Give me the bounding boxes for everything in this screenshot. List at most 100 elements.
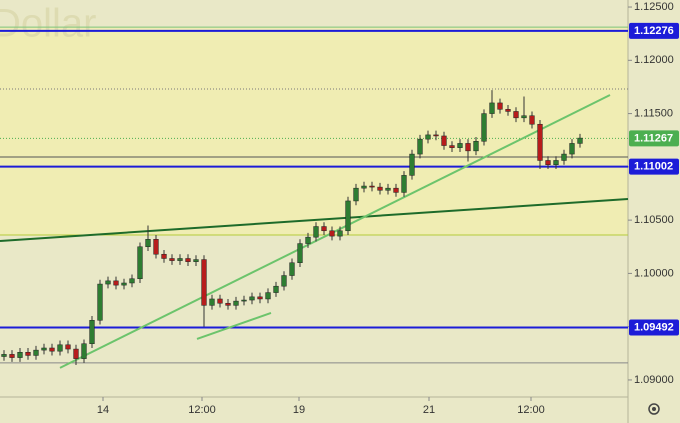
candle-body: [177, 258, 183, 261]
candle-body: [537, 123, 543, 161]
candle-body: [153, 239, 159, 255]
candle-body: [121, 282, 127, 286]
candle-body: [409, 153, 415, 176]
trend-line: [196, 311, 272, 340]
candle-body: [9, 354, 15, 358]
candle-body: [217, 298, 223, 304]
y-tick-label: 1.09000: [634, 374, 674, 386]
candle-body: [249, 296, 255, 301]
candle-body: [449, 145, 455, 148]
level-label: 1.11267: [634, 132, 673, 144]
candle-body: [289, 262, 295, 276]
candle-body: [473, 141, 479, 152]
candle-body: [25, 351, 31, 356]
candle-body: [57, 344, 63, 352]
candle-body: [17, 351, 23, 358]
candle-body: [505, 109, 511, 112]
candle-body: [433, 134, 439, 137]
candle-body: [41, 347, 47, 351]
candle-body: [209, 298, 215, 306]
candle-body: [313, 226, 319, 238]
level-label-box: [629, 130, 679, 147]
candle-body: [129, 278, 135, 284]
x-tick-label: 12:00: [517, 404, 545, 416]
level-label-box: [629, 158, 679, 175]
x-tick-label: 21: [423, 404, 435, 416]
candle-body: [465, 143, 471, 152]
x-tick-label: 19: [293, 404, 305, 416]
candle-body: [89, 320, 95, 344]
candle-body: [329, 230, 335, 237]
settings-icon[interactable]: [648, 403, 660, 415]
gear-center[interactable]: [652, 407, 656, 411]
candle-body: [385, 187, 391, 191]
candle-body: [489, 102, 495, 114]
level-label: 1.12276: [634, 25, 674, 37]
candle-body: [417, 138, 423, 155]
candle-body: [577, 137, 583, 144]
candle-body: [561, 153, 567, 161]
level-label-box: [629, 22, 679, 39]
candle-body: [497, 102, 503, 110]
candle-body: [337, 230, 343, 237]
candle-body: [201, 259, 207, 306]
candle-body: [233, 300, 239, 306]
candle-body: [297, 243, 303, 263]
y-tick-label: 1.10500: [634, 214, 674, 226]
candle-body: [225, 302, 231, 306]
candle-body: [113, 280, 119, 286]
candle-body: [529, 115, 535, 125]
candle-body: [457, 143, 463, 148]
y-tick-label: 1.12000: [634, 54, 674, 66]
candle-body: [393, 187, 399, 193]
candle-body: [521, 115, 527, 119]
level-label: 1.09492: [634, 321, 674, 333]
candle-body: [281, 275, 287, 287]
candle-body: [1, 354, 7, 357]
candle-body: [169, 258, 175, 261]
gear[interactable]: [648, 403, 660, 415]
candle-body: [513, 111, 519, 119]
candle-body: [241, 299, 247, 302]
candle-body: [353, 187, 359, 202]
candle-body: [441, 135, 447, 146]
candle-body: [33, 349, 39, 356]
candle-body: [273, 285, 279, 293]
x-tick-label: 14: [97, 404, 109, 416]
candle-body: [305, 236, 311, 244]
level-label-box: [629, 319, 679, 336]
candle-body: [49, 347, 55, 352]
candle-body: [81, 343, 87, 359]
candle-body: [137, 246, 143, 279]
candle-body: [377, 186, 383, 191]
y-tick-label: 1.11500: [634, 107, 673, 119]
candle-body: [401, 175, 407, 193]
level-label: 1.11002: [634, 161, 673, 173]
candle-body: [425, 134, 431, 140]
candle-body: [73, 348, 79, 359]
y-tick-label: 1.12500: [634, 1, 674, 13]
candle-body: [161, 253, 167, 259]
candle-body: [481, 113, 487, 142]
candle-body: [105, 280, 111, 285]
trend-line: [0, 198, 629, 243]
candle-body: [65, 344, 71, 350]
candle-body: [193, 259, 199, 262]
candle-body: [265, 292, 271, 300]
candle-body: [545, 160, 551, 165]
trend-line: [59, 94, 611, 369]
candle-body: [553, 160, 559, 165]
candle-body: [321, 226, 327, 232]
candle-body: [257, 296, 263, 300]
candle-body: [97, 283, 103, 321]
candle-body: [345, 200, 351, 232]
candle-body: [145, 239, 151, 248]
x-tick-label: 12:00: [188, 404, 216, 416]
watermark: Dollar: [0, 2, 96, 46]
candle-body: [369, 185, 375, 188]
y-tick-label: 1.10000: [634, 267, 674, 279]
zone: [0, 27, 628, 235]
candle-body: [569, 143, 575, 155]
candle-body: [361, 185, 367, 189]
